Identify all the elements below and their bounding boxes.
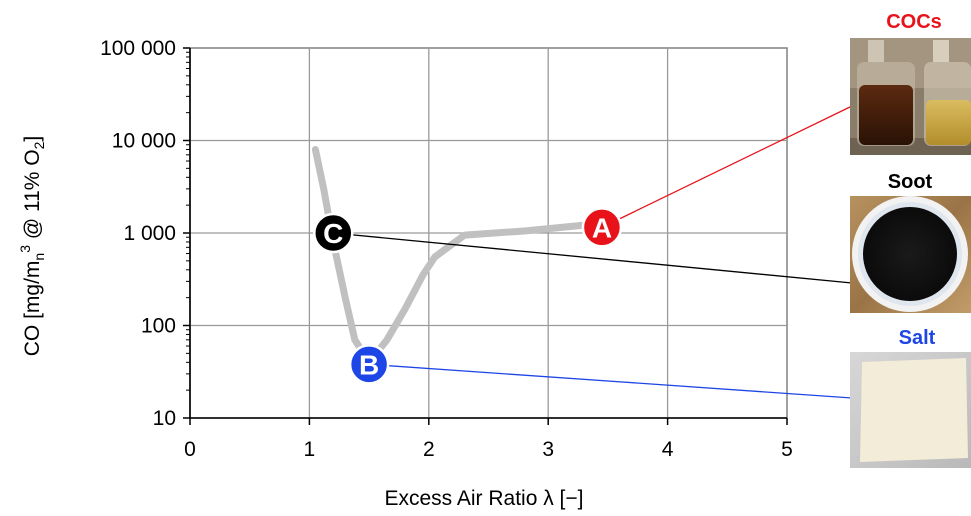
x-tick-label: 2: [423, 438, 435, 461]
dark-bottle-neck: [868, 40, 884, 62]
soot-filter-deposit: [863, 207, 957, 301]
y-tick-label: 10 000: [112, 130, 176, 153]
marker-a-label: A: [592, 212, 612, 243]
y-axis-title: CO [mg/mn3 @ 11% O2]: [17, 136, 47, 357]
x-tick-label: 5: [781, 438, 793, 461]
x-axis-title: Excess Air Ratio λ [−]: [385, 487, 584, 510]
soot-photo: Soot: [850, 171, 971, 313]
marker-c-circle: [313, 212, 354, 254]
soot-label: Soot: [888, 171, 933, 193]
marker-a-circle: [581, 207, 623, 248]
markers-layer: C A B: [313, 207, 623, 385]
y-tick-label: 100 000: [100, 37, 176, 60]
light-bottle-liquid: [926, 100, 971, 145]
y-tick-label: 1 000: [123, 222, 176, 245]
x-axis: 0 1 2 3 4 5: [184, 417, 793, 461]
x-tick-label: 3: [542, 438, 554, 461]
x-tick-label: 0: [184, 438, 196, 461]
salt-label: Salt: [899, 327, 936, 349]
salt-tile: [860, 358, 968, 462]
cocs-label: COCs: [886, 11, 942, 33]
y-tick-label: 100: [141, 315, 176, 338]
connector-cocs: [601, 105, 853, 228]
x-tick-label: 4: [662, 438, 674, 461]
y-tick-label: 10: [153, 407, 176, 430]
marker-b-circle: [348, 344, 390, 385]
connector-lines: [333, 105, 853, 399]
light-bottle-neck: [933, 40, 949, 62]
cocs-photo: COCs: [850, 11, 971, 155]
x-tick-label: 1: [304, 438, 316, 461]
salt-photo: Salt: [850, 327, 971, 468]
marker-b-label: B: [359, 349, 379, 380]
connector-salt: [369, 363, 853, 399]
connector-soot: [333, 232, 853, 284]
y-axis: 10 100 1 000 10 000 100 000: [100, 37, 191, 430]
marker-c-label: C: [323, 218, 343, 249]
dark-bottle-liquid: [859, 85, 913, 145]
